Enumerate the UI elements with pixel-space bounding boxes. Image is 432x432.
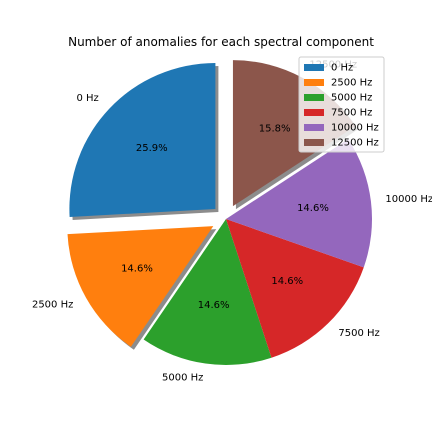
percent-label-2500-hz: 14.6% xyxy=(121,264,153,275)
legend-label-0-hz: 0 Hz xyxy=(331,63,353,74)
category-label-2500-hz: 2500 Hz xyxy=(32,300,73,311)
percent-label-0-hz: 25.9% xyxy=(136,143,168,154)
legend-swatch-12500-hz xyxy=(304,139,324,146)
legend-label-10000-hz: 10000 Hz xyxy=(331,123,379,134)
legend-swatch-7500-hz xyxy=(304,109,324,116)
percent-labels: 25.9% 14.6% 14.6% 14.6% 14.6% 15.8% xyxy=(121,124,329,312)
legend-label-7500-hz: 7500 Hz xyxy=(331,108,372,119)
legend: 0 Hz 2500 Hz 5000 Hz 7500 Hz 10000 Hz 12500 H… xyxy=(298,56,385,153)
slice-0-hz xyxy=(69,62,216,217)
legend-label-2500-hz: 2500 Hz xyxy=(331,78,372,89)
percent-label-7500-hz: 14.6% xyxy=(271,276,303,287)
percent-label-5000-hz: 14.6% xyxy=(198,300,230,311)
legend-swatch-2500-hz xyxy=(304,79,324,86)
slice-7500-hz xyxy=(226,219,364,358)
legend-swatch-5000-hz xyxy=(304,94,324,101)
legend-label-5000-hz: 5000 Hz xyxy=(331,93,372,104)
percent-label-12500-hz: 15.8% xyxy=(259,124,291,135)
legend-swatch-10000-hz xyxy=(304,124,324,131)
pie-slices xyxy=(67,60,372,365)
category-label-0-hz: 0 Hz xyxy=(76,93,98,104)
legend-swatch-0-hz xyxy=(304,64,324,71)
percent-label-10000-hz: 14.6% xyxy=(297,203,329,214)
category-label-7500-hz: 7500 Hz xyxy=(338,328,379,339)
slice-10000-hz xyxy=(226,139,372,268)
legend-label-12500-hz: 12500 Hz xyxy=(331,138,379,149)
chart-title: Number of anomalies for each spectral co… xyxy=(68,35,374,49)
slice-2500-hz xyxy=(67,226,214,347)
category-label-10000-hz: 10000 Hz xyxy=(385,194,432,205)
slice-5000-hz xyxy=(143,219,272,365)
category-label-5000-hz: 5000 Hz xyxy=(162,373,203,384)
